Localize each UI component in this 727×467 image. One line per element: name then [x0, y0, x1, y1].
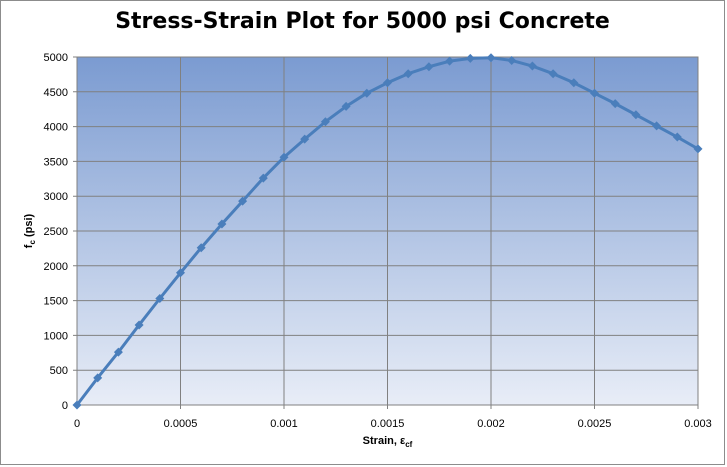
x-tick-label: 0.001: [270, 418, 298, 430]
data-series: [72, 53, 703, 410]
x-tick-label: 0: [74, 418, 80, 430]
x-axis-label-sub: cf: [405, 440, 412, 449]
data-point-marker: [362, 88, 372, 98]
data-point-marker: [341, 101, 351, 111]
chart-title: Stress-Strain Plot for 5000 psi Concrete: [115, 9, 610, 34]
x-tick-label: 0.0005: [164, 418, 198, 430]
data-point-marker: [113, 347, 123, 357]
x-tick-label: 0.002: [477, 418, 505, 430]
data-point-marker: [672, 132, 682, 142]
data-point-marker: [424, 62, 434, 72]
y-tick-label: 0: [62, 400, 68, 412]
data-point-marker: [631, 110, 641, 120]
data-point-marker: [176, 268, 185, 278]
data-point-marker: [527, 61, 537, 71]
y-tick-label: 1000: [44, 330, 68, 342]
data-point-marker: [93, 373, 103, 383]
data-point-marker: [465, 53, 475, 63]
x-tick-label: 0.003: [684, 418, 712, 430]
x-axis-label: Strain, εcf: [363, 435, 413, 449]
y-tick-label: 3500: [44, 156, 68, 168]
data-point-marker: [507, 55, 517, 65]
y-tick-label: 2000: [44, 261, 68, 273]
y-tick-label: 5000: [44, 52, 68, 64]
grid-lines: [73, 56, 699, 409]
data-point-marker: [486, 53, 496, 63]
x-axis-label-main: Strain, ε: [363, 435, 406, 447]
y-tick-label: 500: [50, 365, 68, 377]
data-point-marker: [300, 134, 310, 144]
y-tick-label: 2500: [44, 226, 68, 238]
data-point-marker: [217, 219, 227, 229]
data-point-marker: [383, 78, 392, 88]
data-point-marker: [279, 152, 289, 162]
data-point-marker: [548, 69, 558, 79]
y-axis-label-rest: (psi): [23, 213, 35, 240]
data-point-marker: [610, 99, 620, 109]
y-axis-label-sub: c: [28, 240, 37, 245]
data-point-marker: [320, 117, 330, 127]
data-point-marker: [258, 173, 268, 183]
data-point-marker: [652, 121, 662, 131]
data-point-marker: [72, 400, 82, 410]
data-point-marker: [693, 144, 703, 154]
data-point-marker: [196, 243, 206, 253]
y-axis-label: fc (psi): [23, 213, 37, 248]
y-tick-label: 4000: [44, 122, 68, 134]
y-tick-label: 3000: [44, 191, 68, 203]
x-tick-label: 0.0015: [371, 418, 405, 430]
y-axis-label-main: f: [23, 244, 35, 248]
data-point-marker: [403, 69, 413, 79]
data-point-marker: [155, 294, 165, 304]
x-tick-label: 0.0025: [578, 418, 612, 430]
data-point-marker: [445, 56, 455, 66]
data-point-marker: [134, 320, 144, 330]
tick-labels: 0 0.0005 0.001 0.0015 0.002 0.0025 0.003 0 500 10…: [44, 52, 712, 430]
data-point-marker: [569, 78, 579, 88]
y-tick-label: 1500: [44, 296, 68, 308]
data-point-marker: [590, 88, 599, 98]
y-tick-label: 4500: [44, 87, 68, 99]
data-point-marker: [238, 196, 248, 206]
